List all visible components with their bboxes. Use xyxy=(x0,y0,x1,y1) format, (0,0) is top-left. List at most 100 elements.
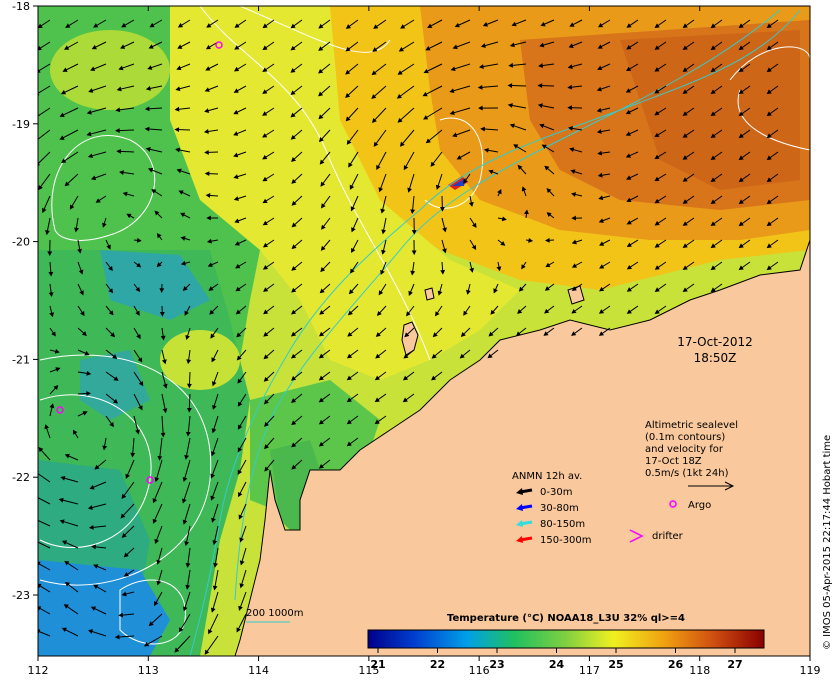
velocity-arrow-head xyxy=(345,46,351,52)
velocity-arrow-head xyxy=(154,538,159,545)
velocity-arrow-head xyxy=(682,287,688,293)
velocity-arrow-head xyxy=(148,621,154,627)
velocity-arrow-head xyxy=(407,187,412,193)
velocity-arrow-head xyxy=(264,421,269,427)
velocity-arrow-head xyxy=(210,607,216,613)
velocity-arrow-shaft xyxy=(38,519,51,527)
velocity-arrow-head xyxy=(154,210,160,216)
velocity-arrow-head xyxy=(507,83,513,88)
velocity-arrow-head xyxy=(373,141,379,147)
velocity-arrow-head xyxy=(626,23,632,28)
velocity-arrow-head xyxy=(116,86,122,92)
velocity-arrow-head xyxy=(177,22,184,28)
velocity-arrow-shaft xyxy=(38,107,51,117)
velocity-arrow-head xyxy=(156,580,162,586)
velocity-arrow-head xyxy=(521,264,526,270)
velocity-arrow-head xyxy=(121,493,127,499)
velocity-arrow-head xyxy=(567,84,573,90)
velocity-arrow-head xyxy=(738,155,744,161)
velocity-arrow-head xyxy=(236,627,241,633)
velocity-arrow-head xyxy=(86,131,92,137)
velocity-arrow-head xyxy=(264,444,269,450)
velocity-arrow-head xyxy=(210,333,215,339)
velocity-arrow-head xyxy=(571,263,578,268)
velocity-arrow-head xyxy=(597,44,603,49)
latitude-axis: -18 -19 -20 -21 -22 -23 xyxy=(12,0,38,602)
velocity-arrow-head xyxy=(654,110,660,116)
altimetry-contours xyxy=(39,6,810,645)
velocity-arrow-head xyxy=(626,242,632,247)
velocity-arrow-head xyxy=(148,167,154,173)
velocity-arrow-head xyxy=(182,519,188,525)
velocity-arrow-head xyxy=(439,206,445,212)
velocity-arrow-head xyxy=(102,222,107,228)
velocity-arrow-head xyxy=(64,581,71,587)
velocity-arrow-head xyxy=(434,311,440,317)
velocity-arrow-head xyxy=(682,111,688,116)
velocity-arrow-head xyxy=(38,141,39,143)
velocity-arrow-head xyxy=(318,441,324,447)
velocity-arrow-head xyxy=(544,286,550,291)
velocity-arrow-head xyxy=(478,105,483,111)
velocity-arrow-head xyxy=(108,266,113,272)
velocity-arrow-head xyxy=(570,169,576,174)
velocity-arrow-head xyxy=(291,157,297,162)
velocity-arrow-head xyxy=(509,123,515,129)
altimetry-line-5: 0.5m/s (1kt 24h) xyxy=(645,468,729,479)
velocity-arrow-head xyxy=(521,186,527,192)
velocity-arrow-head xyxy=(378,187,384,193)
colorbar-tick-label: 21 xyxy=(370,658,385,671)
velocity-arrow-head xyxy=(291,179,297,184)
velocity-arrow-head xyxy=(38,606,42,611)
velocity-arrow-head xyxy=(515,331,522,337)
lat-tick-label: -18 xyxy=(12,0,30,13)
velocity-arrow-head xyxy=(184,454,190,460)
velocity-arrow-head xyxy=(345,69,351,75)
velocity-arrow-head xyxy=(318,375,324,381)
velocity-arrow-head xyxy=(180,212,186,218)
velocity-arrow-head xyxy=(144,106,150,112)
velocity-arrow-head xyxy=(540,21,546,27)
lon-tick-label: 114 xyxy=(248,664,269,677)
velocity-arrow-head xyxy=(176,65,182,71)
velocity-arrow-head xyxy=(654,67,660,72)
velocity-arrow-head xyxy=(351,247,356,254)
velocity-arrow-head xyxy=(86,391,91,396)
velocity-arrow-head xyxy=(80,311,85,317)
velocity-arrow-head xyxy=(710,111,716,117)
velocity-arrow-head xyxy=(206,215,211,221)
velocity-arrow-head xyxy=(442,248,447,254)
velocity-arrow-head xyxy=(88,525,94,530)
velocity-arrow-head xyxy=(58,497,64,503)
velocity-arrow-head xyxy=(381,249,386,255)
argo-marker xyxy=(215,41,223,49)
velocity-arrow-head xyxy=(543,331,549,336)
velocity-arrow-head xyxy=(347,310,353,316)
velocity-arrow-head xyxy=(59,519,65,525)
velocity-arrow-head xyxy=(87,153,94,159)
velocity-arrow-head xyxy=(654,45,660,50)
velocity-arrow-head xyxy=(182,606,188,612)
velocity-arrow-head xyxy=(60,476,66,481)
velocity-arrow-head xyxy=(374,375,381,381)
velocity-arrow-head xyxy=(184,541,190,547)
velocity-arrow-head xyxy=(571,286,577,291)
velocity-arrow-head xyxy=(238,605,243,611)
velocity-arrow-head xyxy=(78,269,84,275)
velocity-arrow-head xyxy=(682,199,688,204)
velocity-arrow-head xyxy=(33,495,36,498)
velocity-arrow-head xyxy=(626,264,633,270)
velocity-arrow-head xyxy=(766,199,772,205)
velocity-arrow-head xyxy=(110,332,116,338)
velocity-arrow-head xyxy=(738,89,744,95)
velocity-arrow-head xyxy=(571,239,577,245)
velocity-arrow-head xyxy=(528,238,534,243)
velocity-arrow-head xyxy=(120,44,126,49)
velocity-arrow-head xyxy=(371,70,377,76)
velocity-arrow-head xyxy=(159,311,165,317)
velocity-arrow-head xyxy=(320,245,326,251)
velocity-arrow-head xyxy=(318,68,324,74)
velocity-arrow-head xyxy=(235,286,241,292)
velocity-arrow-head xyxy=(480,43,486,48)
